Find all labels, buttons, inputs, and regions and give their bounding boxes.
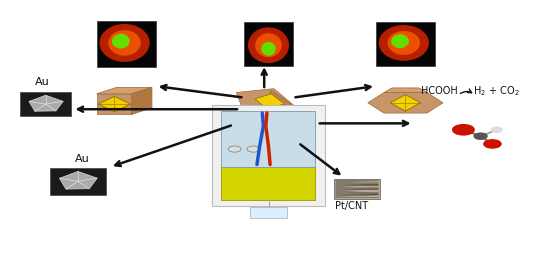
Polygon shape <box>255 94 285 108</box>
Bar <box>97 21 156 67</box>
Bar <box>221 111 315 167</box>
Bar <box>20 92 71 116</box>
Polygon shape <box>97 87 152 94</box>
Polygon shape <box>60 171 97 189</box>
Circle shape <box>247 146 260 152</box>
FancyArrowPatch shape <box>320 121 408 126</box>
Ellipse shape <box>248 27 289 63</box>
Circle shape <box>491 127 502 132</box>
Polygon shape <box>390 95 420 111</box>
Ellipse shape <box>255 33 282 57</box>
Bar <box>250 207 287 218</box>
Polygon shape <box>263 90 293 111</box>
Bar <box>376 22 435 66</box>
Text: Au: Au <box>75 154 90 164</box>
Bar <box>244 22 293 66</box>
Text: Pt/CNT: Pt/CNT <box>335 201 368 211</box>
Text: Au: Au <box>35 77 49 87</box>
Ellipse shape <box>112 34 130 49</box>
Ellipse shape <box>391 34 409 48</box>
Circle shape <box>228 146 241 152</box>
FancyArrowPatch shape <box>460 89 471 94</box>
FancyArrowPatch shape <box>300 144 339 174</box>
Circle shape <box>453 125 474 135</box>
Circle shape <box>484 140 501 148</box>
FancyArrowPatch shape <box>295 85 371 97</box>
Text: HCOOH: HCOOH <box>421 86 458 96</box>
Polygon shape <box>368 93 443 113</box>
Polygon shape <box>98 96 130 112</box>
Ellipse shape <box>379 25 429 61</box>
Ellipse shape <box>261 42 276 56</box>
Ellipse shape <box>99 24 150 62</box>
Ellipse shape <box>388 31 420 55</box>
FancyArrowPatch shape <box>78 107 237 112</box>
Bar <box>212 105 325 206</box>
Bar <box>221 167 315 200</box>
Polygon shape <box>132 87 152 114</box>
Text: H$_2$ + CO$_2$: H$_2$ + CO$_2$ <box>474 84 520 98</box>
Polygon shape <box>29 95 63 111</box>
FancyArrowPatch shape <box>115 126 231 166</box>
Ellipse shape <box>108 30 141 56</box>
Bar <box>334 179 380 198</box>
Polygon shape <box>236 89 295 113</box>
Polygon shape <box>97 94 132 114</box>
FancyArrowPatch shape <box>262 70 267 87</box>
Circle shape <box>474 133 487 139</box>
Polygon shape <box>384 88 427 93</box>
FancyArrowPatch shape <box>161 85 242 97</box>
Bar <box>49 168 106 195</box>
